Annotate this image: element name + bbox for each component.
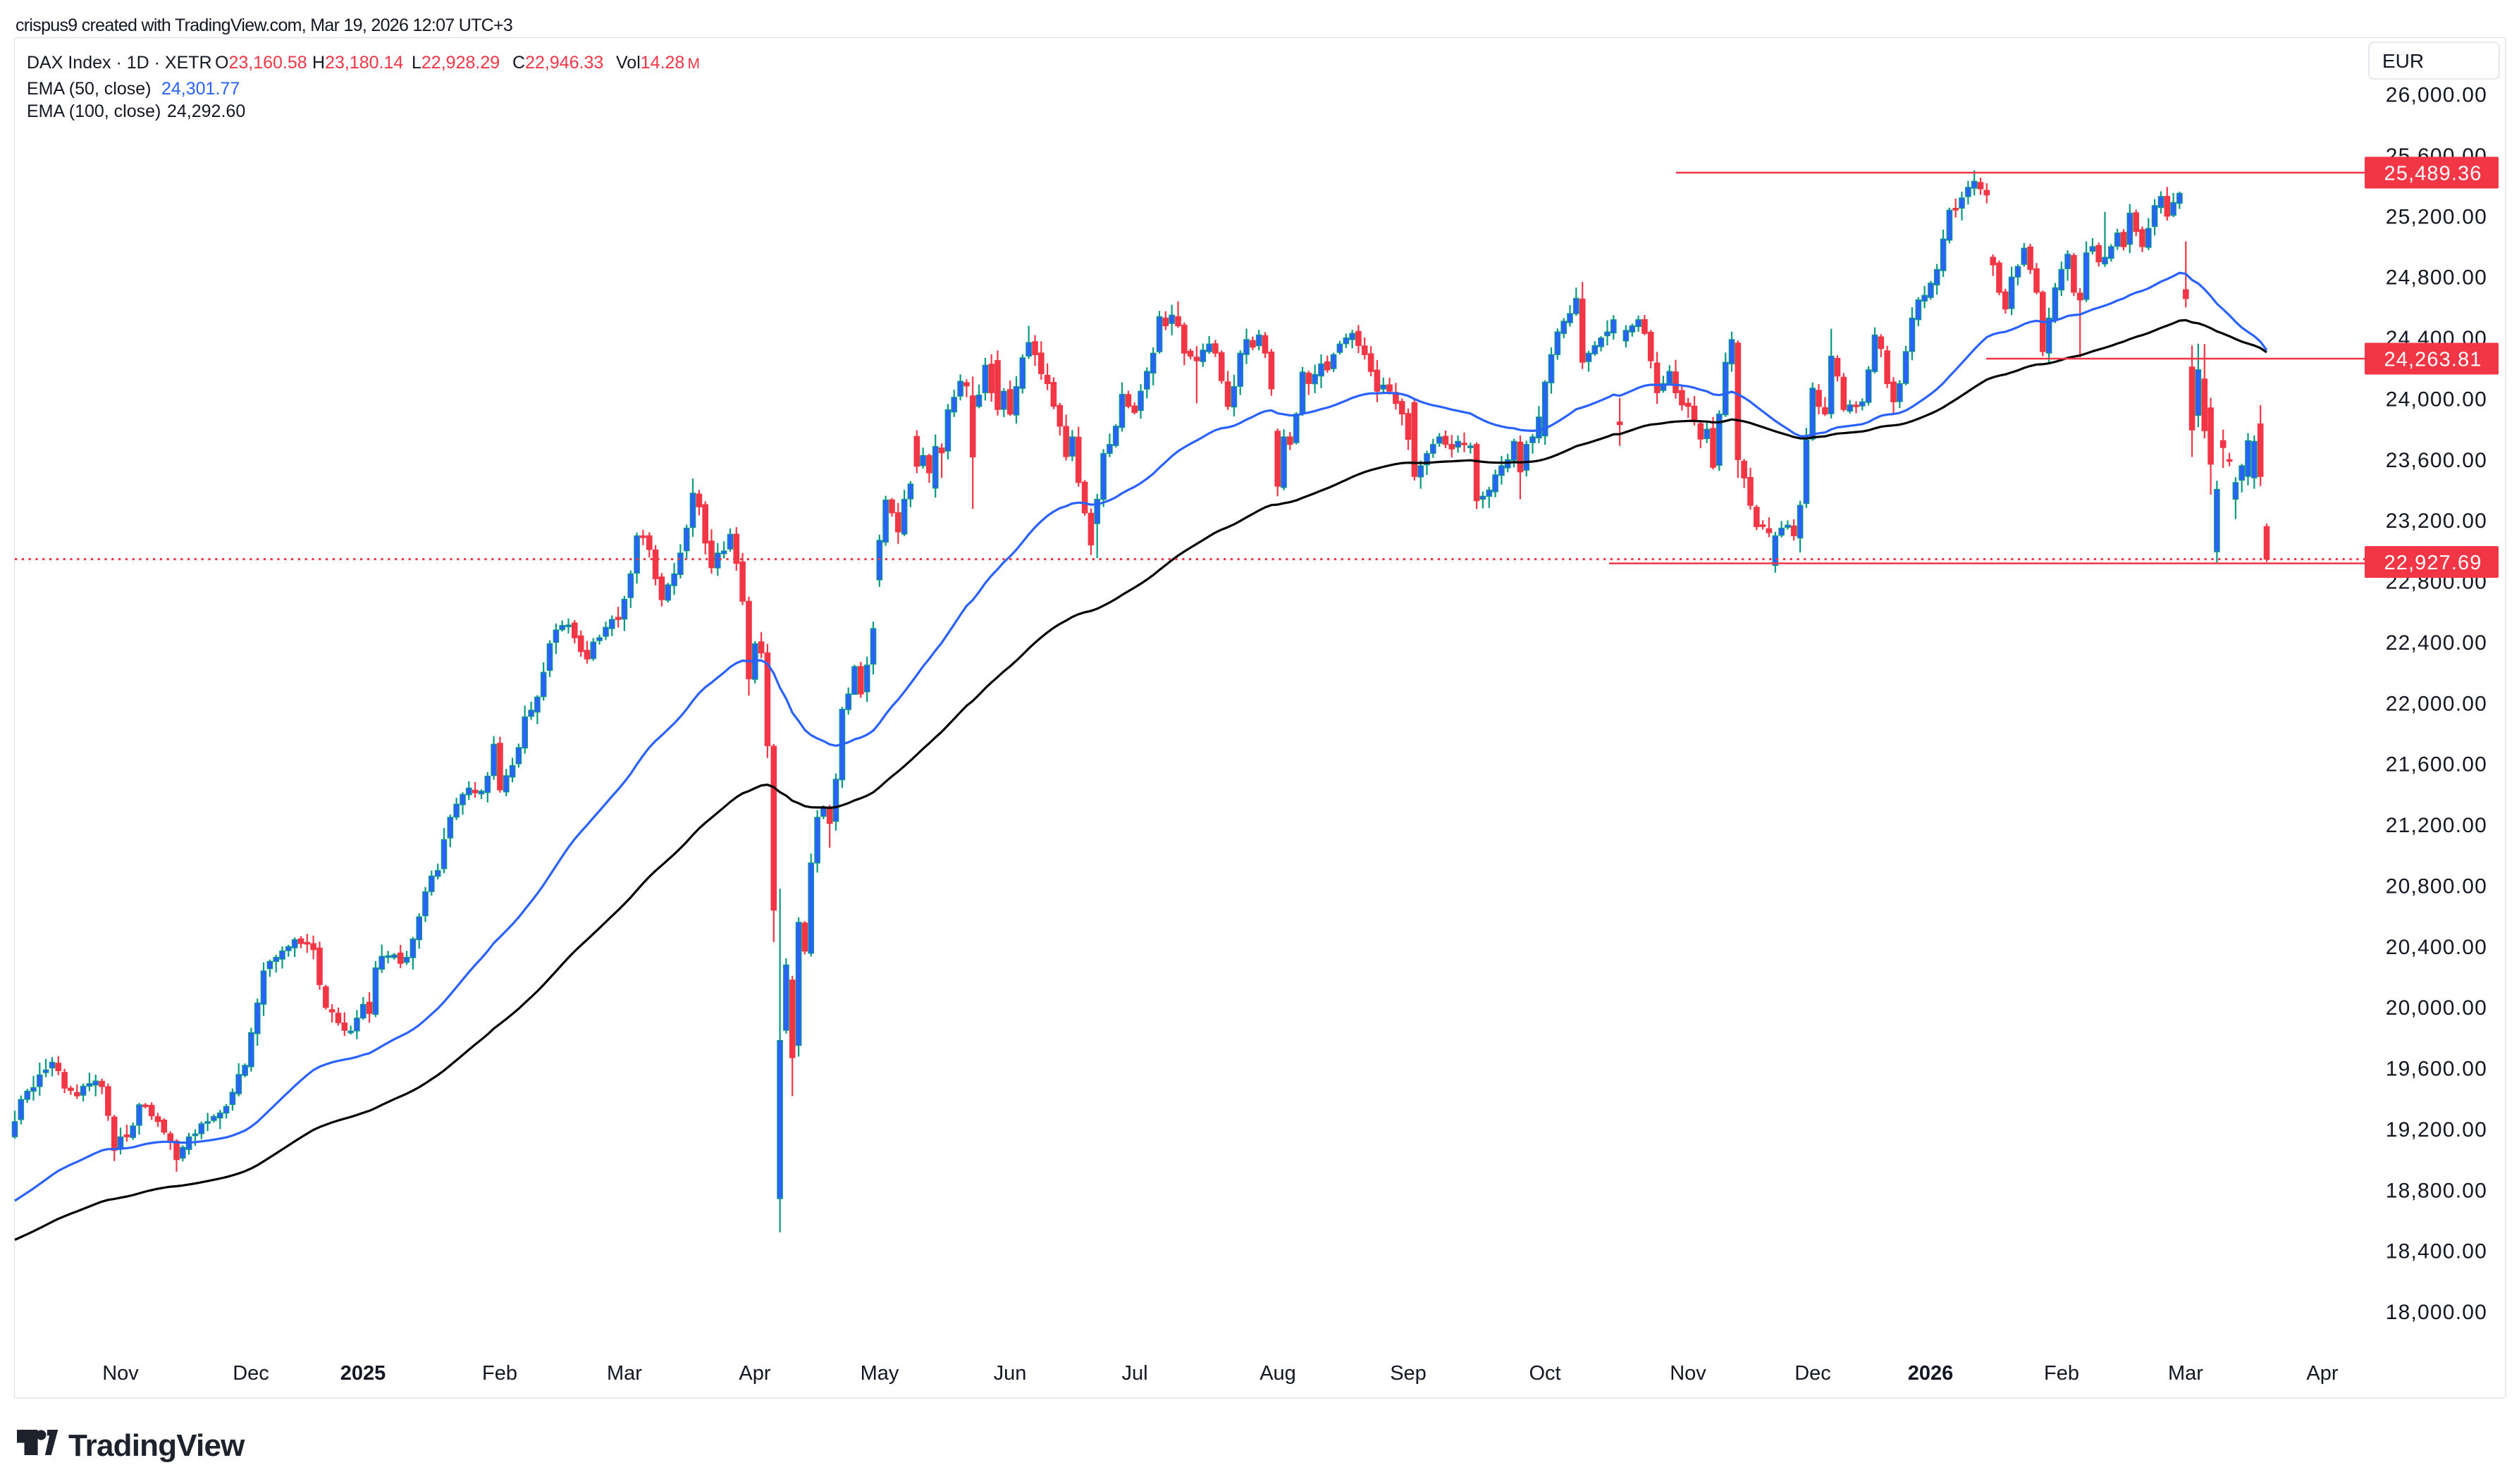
svg-text:24,000.00: 24,000.00 — [2386, 388, 2487, 412]
svg-text:EMA (50, close)24,301.77: EMA (50, close) 24,301.77 — [27, 79, 240, 99]
svg-text:2026: 2026 — [1908, 1362, 1954, 1385]
svg-text:26,000.00: 26,000.00 — [2386, 84, 2487, 107]
svg-text:Mar: Mar — [607, 1362, 642, 1385]
svg-text:20,400.00: 20,400.00 — [2386, 936, 2487, 959]
svg-text:crispus9 created with TradingV: crispus9 created with TradingView.com, M… — [16, 16, 512, 35]
svg-text:Feb: Feb — [2044, 1362, 2079, 1385]
svg-text:24,800.00: 24,800.00 — [2386, 266, 2487, 290]
svg-text:21,200.00: 21,200.00 — [2386, 814, 2487, 837]
svg-text:Jul: Jul — [1121, 1362, 1147, 1385]
svg-text:2025: 2025 — [340, 1362, 386, 1385]
svg-text:Mar: Mar — [2168, 1362, 2203, 1385]
svg-text:23,200.00: 23,200.00 — [2386, 509, 2487, 533]
svg-text:May: May — [861, 1362, 899, 1385]
svg-text:Dec: Dec — [1794, 1362, 1831, 1385]
svg-text:22,927.69: 22,927.69 — [2384, 552, 2482, 574]
svg-text:Apr: Apr — [2306, 1362, 2338, 1385]
svg-text:25,489.36: 25,489.36 — [2384, 163, 2482, 185]
svg-text:18,400.00: 18,400.00 — [2386, 1240, 2487, 1263]
svg-text:Aug: Aug — [1260, 1362, 1296, 1385]
svg-text:19,600.00: 19,600.00 — [2386, 1058, 2487, 1081]
svg-text:Nov: Nov — [1670, 1362, 1706, 1385]
svg-text:19,200.00: 19,200.00 — [2386, 1118, 2487, 1142]
svg-text:EUR: EUR — [2382, 50, 2424, 72]
svg-text:18,800.00: 18,800.00 — [2386, 1179, 2487, 1202]
svg-text:Nov: Nov — [102, 1362, 139, 1385]
svg-text:21,600.00: 21,600.00 — [2386, 753, 2487, 777]
svg-text:23,600.00: 23,600.00 — [2386, 449, 2487, 472]
svg-text:Jun: Jun — [994, 1362, 1027, 1385]
svg-text:Apr: Apr — [739, 1362, 770, 1385]
svg-text:22,400.00: 22,400.00 — [2386, 631, 2487, 655]
svg-text:Oct: Oct — [1529, 1362, 1560, 1385]
svg-text:25,200.00: 25,200.00 — [2386, 205, 2487, 228]
svg-text:TradingView: TradingView — [68, 1428, 245, 1463]
svg-text:EMA (100, close)24,292.60: EMA (100, close) 24,292.60 — [27, 101, 245, 121]
svg-text:20,800.00: 20,800.00 — [2386, 875, 2487, 898]
svg-text:Feb: Feb — [482, 1362, 517, 1385]
svg-text:18,000.00: 18,000.00 — [2386, 1301, 2487, 1324]
svg-text:Sep: Sep — [1390, 1362, 1427, 1385]
svg-text:20,000.00: 20,000.00 — [2386, 996, 2487, 1020]
svg-text:24,263.81: 24,263.81 — [2384, 349, 2482, 371]
svg-text:Dec: Dec — [233, 1362, 269, 1385]
svg-text:22,000.00: 22,000.00 — [2386, 692, 2487, 715]
